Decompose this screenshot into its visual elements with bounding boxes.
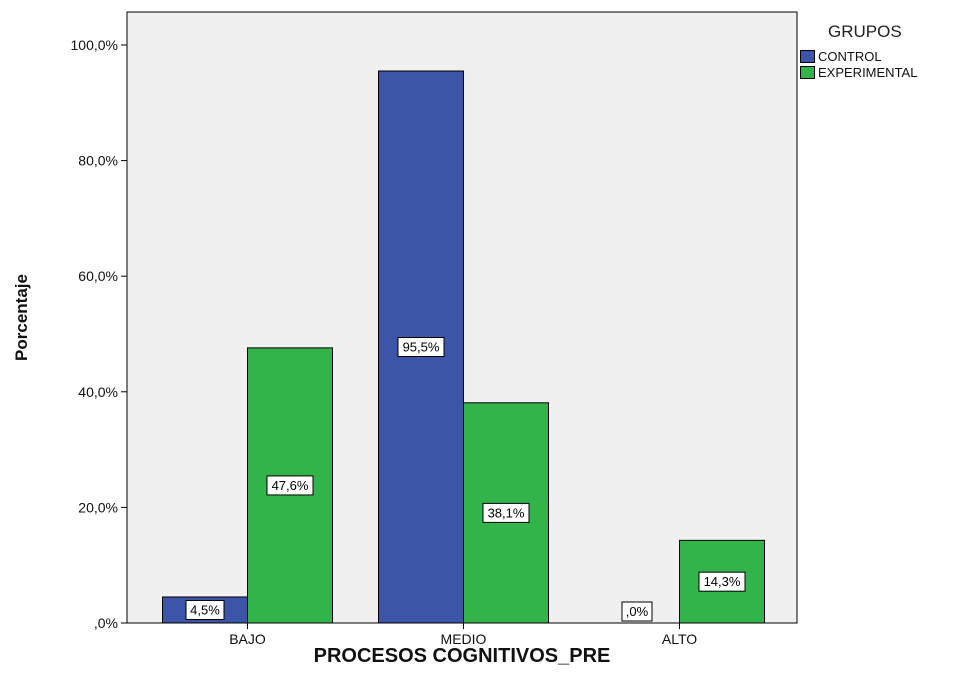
- data-label-box: [621, 601, 653, 622]
- data-label-box: [698, 571, 746, 592]
- legend-item-experimental: EXPERIMENTAL: [800, 64, 917, 80]
- y-tick-label: 100,0%: [71, 37, 118, 53]
- y-axis-label: Porcentaje: [12, 274, 31, 361]
- legend: GRUPOS CONTROL EXPERIMENTAL: [800, 22, 917, 80]
- legend-swatch-experimental: [800, 65, 815, 79]
- data-label-box: [185, 599, 225, 620]
- y-tick-label: 60,0%: [78, 268, 118, 284]
- y-tick-label: 80,0%: [78, 153, 118, 169]
- legend-swatch-control: [800, 49, 815, 63]
- y-tick-label: 40,0%: [78, 384, 118, 400]
- legend-item-control: CONTROL: [800, 48, 917, 64]
- legend-label-control: CONTROL: [818, 48, 882, 64]
- x-tick-label: BAJO: [229, 631, 266, 647]
- data-label: ,0%: [626, 604, 649, 619]
- data-label: 4,5%: [190, 602, 220, 617]
- data-label-box: [397, 337, 445, 358]
- data-label: 47,6%: [272, 478, 309, 493]
- x-tick-label: MEDIO: [441, 631, 487, 647]
- y-tick-label: 20,0%: [78, 499, 118, 515]
- x-tick-label: ALTO: [662, 631, 697, 647]
- legend-label-experimental: EXPERIMENTAL: [818, 64, 918, 80]
- data-label-box: [482, 502, 530, 523]
- data-label: 38,1%: [488, 505, 525, 520]
- y-tick-label: ,0%: [94, 615, 118, 631]
- data-label-box: [266, 475, 314, 496]
- x-axis-label: PROCESOS COGNITIVOS_PRE: [314, 645, 611, 667]
- data-label: 14,3%: [704, 574, 741, 589]
- legend-title: GRUPOS: [828, 22, 902, 41]
- data-label: 95,5%: [403, 340, 440, 355]
